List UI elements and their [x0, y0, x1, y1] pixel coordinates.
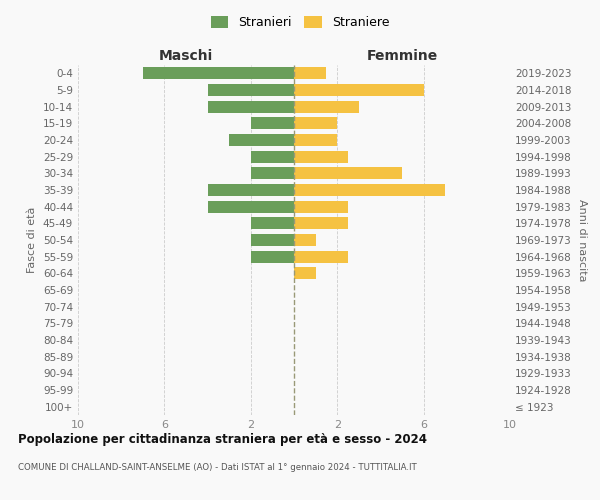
Text: Maschi: Maschi [159, 48, 213, 62]
Bar [294, 218, 348, 230]
Text: COMUNE DI CHALLAND-SAINT-ANSELME (AO) - Dati ISTAT al 1° gennaio 2024 - TUTTITAL: COMUNE DI CHALLAND-SAINT-ANSELME (AO) - … [18, 462, 417, 471]
Bar [251, 118, 294, 130]
Bar [294, 68, 326, 80]
Bar [251, 218, 294, 230]
Bar [208, 84, 294, 96]
Text: Popolazione per cittadinanza straniera per età e sesso - 2024: Popolazione per cittadinanza straniera p… [18, 432, 427, 446]
Bar [229, 134, 294, 146]
Y-axis label: Anni di nascita: Anni di nascita [577, 198, 587, 281]
Bar [294, 234, 316, 246]
Bar [208, 184, 294, 196]
Bar [294, 268, 316, 280]
Bar [294, 100, 359, 112]
Bar [294, 134, 337, 146]
Bar [294, 250, 348, 262]
Bar [294, 200, 348, 212]
Text: Femmine: Femmine [367, 48, 437, 62]
Bar [294, 184, 445, 196]
Bar [294, 84, 424, 96]
Y-axis label: Fasce di età: Fasce di età [28, 207, 37, 273]
Bar [208, 200, 294, 212]
Bar [294, 168, 402, 179]
Bar [143, 68, 294, 80]
Bar [251, 150, 294, 162]
Legend: Stranieri, Straniere: Stranieri, Straniere [206, 11, 394, 34]
Bar [294, 150, 348, 162]
Bar [208, 100, 294, 112]
Bar [251, 234, 294, 246]
Bar [251, 250, 294, 262]
Bar [251, 168, 294, 179]
Bar [294, 118, 337, 130]
